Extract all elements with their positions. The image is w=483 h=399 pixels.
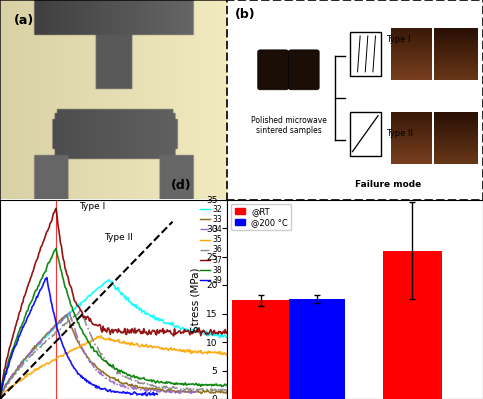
Line: 32: 32 (0, 280, 227, 399)
39 (0, 397, 3, 399)
33 (151, 386, 157, 391)
33 (78, 345, 84, 350)
38 (108, 363, 114, 368)
35 (0, 397, 3, 399)
32 (224, 334, 230, 339)
32 (106, 277, 112, 282)
33 (57, 319, 62, 324)
Y-axis label: Stress (MPa): Stress (MPa) (190, 267, 200, 332)
34 (16, 364, 22, 369)
Line: 38: 38 (0, 249, 227, 398)
Legend: @RT, @200 °C: @RT, @200 °C (231, 203, 291, 230)
34 (180, 390, 186, 395)
32 (123, 298, 129, 302)
Bar (383, 251, 442, 399)
36 (139, 381, 144, 385)
Line: 36: 36 (0, 310, 227, 399)
39 (2, 375, 8, 379)
34 (0, 395, 3, 399)
39 (24, 318, 29, 322)
Text: (b): (b) (235, 8, 256, 21)
39 (109, 389, 115, 394)
35 (14, 381, 20, 385)
35 (224, 353, 230, 358)
Legend: 32, 33, 34, 35, 36, 37, 38, 39: 32, 33, 34, 35, 36, 37, 38, 39 (199, 203, 223, 286)
32 (33, 346, 39, 350)
36 (107, 362, 113, 367)
39 (44, 275, 50, 280)
Line: 35: 35 (0, 336, 227, 399)
FancyBboxPatch shape (258, 50, 288, 90)
38 (82, 333, 88, 338)
FancyBboxPatch shape (288, 50, 319, 90)
33 (64, 312, 70, 317)
37 (0, 396, 3, 399)
Bar (232, 300, 289, 399)
Line: 33: 33 (0, 315, 227, 399)
36 (224, 388, 230, 393)
Bar (350, 32, 381, 76)
34 (194, 390, 199, 395)
33 (224, 389, 230, 394)
36 (155, 385, 160, 390)
36 (79, 308, 85, 313)
37 (67, 282, 72, 287)
37 (82, 314, 88, 319)
34 (67, 310, 72, 315)
39 (30, 303, 36, 308)
Text: Type I: Type I (386, 36, 410, 44)
33 (93, 364, 99, 369)
37 (224, 330, 230, 334)
37 (95, 324, 100, 328)
39 (0, 380, 6, 385)
34 (101, 374, 107, 379)
36 (0, 397, 3, 399)
32 (77, 304, 83, 308)
33 (85, 356, 91, 360)
36 (136, 380, 142, 385)
38 (79, 328, 85, 332)
Line: 39: 39 (0, 278, 157, 399)
37 (182, 327, 187, 332)
34 (153, 388, 158, 393)
37 (53, 206, 59, 211)
39 (155, 392, 160, 397)
Text: Polished microwave
sintered samples: Polished microwave sintered samples (251, 116, 327, 135)
38 (224, 383, 230, 388)
32 (119, 291, 125, 296)
39 (140, 391, 146, 396)
35 (174, 347, 180, 352)
Text: Failure mode: Failure mode (355, 180, 421, 189)
Text: (a): (a) (14, 14, 34, 27)
34 (85, 356, 90, 360)
Line: 37: 37 (0, 208, 227, 398)
38 (53, 246, 59, 251)
38 (67, 298, 72, 302)
37 (108, 328, 114, 333)
Bar (350, 112, 381, 156)
35 (102, 337, 108, 342)
38 (95, 352, 100, 356)
38 (0, 396, 3, 399)
33 (0, 397, 3, 399)
35 (98, 334, 104, 338)
36 (171, 385, 177, 390)
36 (93, 344, 99, 349)
Text: Type I: Type I (79, 201, 105, 211)
Text: Type II: Type II (386, 129, 413, 138)
35 (94, 335, 99, 340)
35 (130, 342, 136, 347)
32 (16, 364, 22, 369)
Bar (289, 299, 345, 399)
Line: 34: 34 (0, 312, 197, 398)
32 (0, 396, 3, 399)
37 (79, 310, 85, 315)
Text: Type II: Type II (104, 233, 133, 242)
34 (91, 365, 97, 370)
32 (89, 292, 95, 296)
35 (219, 352, 225, 357)
38 (182, 382, 187, 387)
33 (114, 378, 120, 383)
Text: (d): (d) (170, 178, 191, 192)
